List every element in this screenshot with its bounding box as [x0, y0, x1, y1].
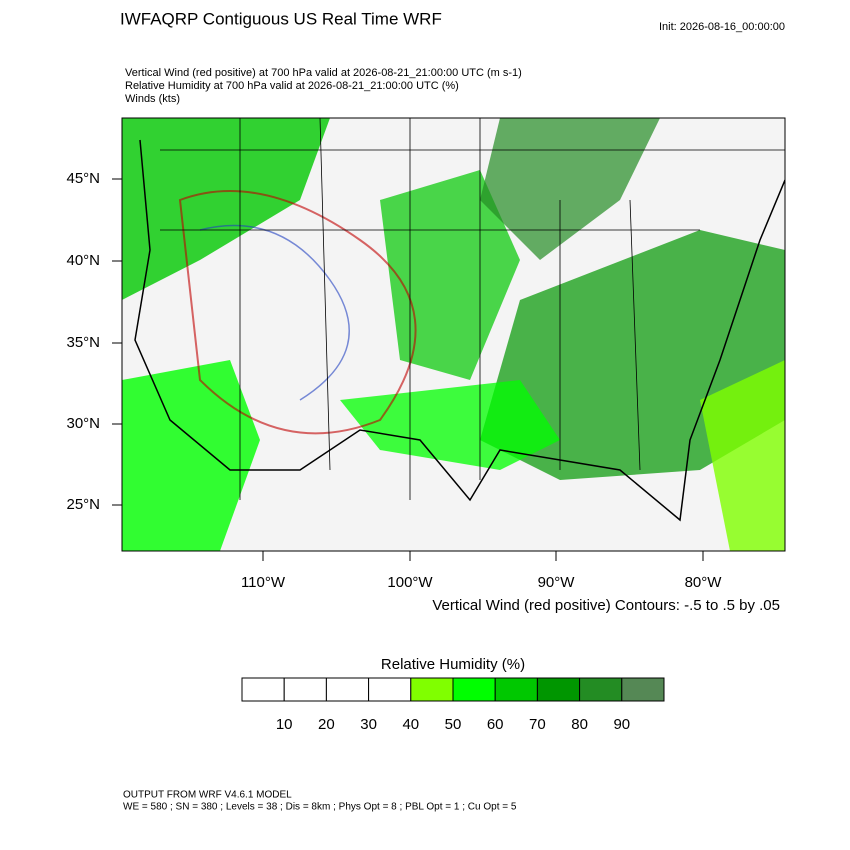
colorbar-label: 70 [529, 716, 546, 733]
title: IWFAQRP Contiguous US Real Time WRF [120, 9, 442, 28]
colorbar-label: 30 [360, 716, 377, 733]
lon-labels: 110°W 100°W 90°W 80°W [241, 551, 722, 591]
colorbar-title: Relative Humidity (%) [381, 656, 525, 673]
colorbar-box [621, 677, 665, 702]
colorbar-label: 40 [402, 716, 419, 733]
rh-area [122, 118, 330, 300]
lat-label: 25°N [66, 496, 100, 513]
colorbar-label: 60 [487, 716, 504, 733]
colorbar-box [452, 677, 496, 702]
colorbar-box [494, 677, 538, 702]
field-label: Relative Humidity at 700 hPa valid at 20… [125, 80, 459, 92]
lat-label: 40°N [66, 252, 100, 269]
lon-label: 90°W [538, 574, 576, 591]
rh-area [340, 380, 560, 470]
footer: OUTPUT FROM WRF V4.6.1 MODEL [123, 790, 292, 801]
colorbar-box [536, 677, 581, 702]
colorbar-label: 20 [318, 716, 335, 733]
colorbar-label: 80 [571, 716, 588, 733]
footer: WE = 580 ; SN = 380 ; Levels = 38 ; Dis … [123, 802, 517, 813]
colorbar-box [579, 677, 623, 702]
rh-area [122, 360, 260, 551]
vertical-wind-contour [199, 224, 350, 401]
field-label: Winds (kts) [125, 93, 180, 105]
colorbar: 10 20 30 40 50 60 70 80 90 [241, 677, 665, 733]
state-borders [160, 118, 785, 500]
vertical-wind-contour [178, 190, 417, 435]
lat-label: 30°N [66, 415, 100, 432]
colorbar-box [410, 677, 454, 702]
lat-labels: 45°N 40°N 35°N 30°N 25°N [66, 170, 122, 513]
init-time: Init: 2026-08-16_00:00:00 [659, 21, 785, 33]
rh-area [700, 360, 785, 551]
coastline [134, 139, 785, 522]
map [121, 117, 786, 552]
colorbar-box [325, 677, 370, 702]
contour-note: Vertical Wind (red positive) Contours: -… [432, 597, 780, 614]
lon-label: 80°W [685, 574, 723, 591]
colorbar-box [368, 677, 412, 702]
map-frame [121, 117, 786, 552]
lat-label: 45°N [66, 170, 100, 187]
lat-label: 35°N [66, 334, 100, 351]
colorbar-label: 50 [445, 716, 462, 733]
colorbar-box [241, 677, 285, 702]
lon-label: 100°W [387, 574, 433, 591]
colorbar-label: 90 [613, 716, 630, 733]
field-label: Vertical Wind (red positive) at 700 hPa … [125, 67, 522, 79]
colorbar-box [283, 677, 327, 702]
lon-label: 110°W [241, 574, 286, 591]
rh-area [480, 118, 660, 260]
map-field [122, 118, 785, 551]
colorbar-label: 10 [276, 716, 293, 733]
